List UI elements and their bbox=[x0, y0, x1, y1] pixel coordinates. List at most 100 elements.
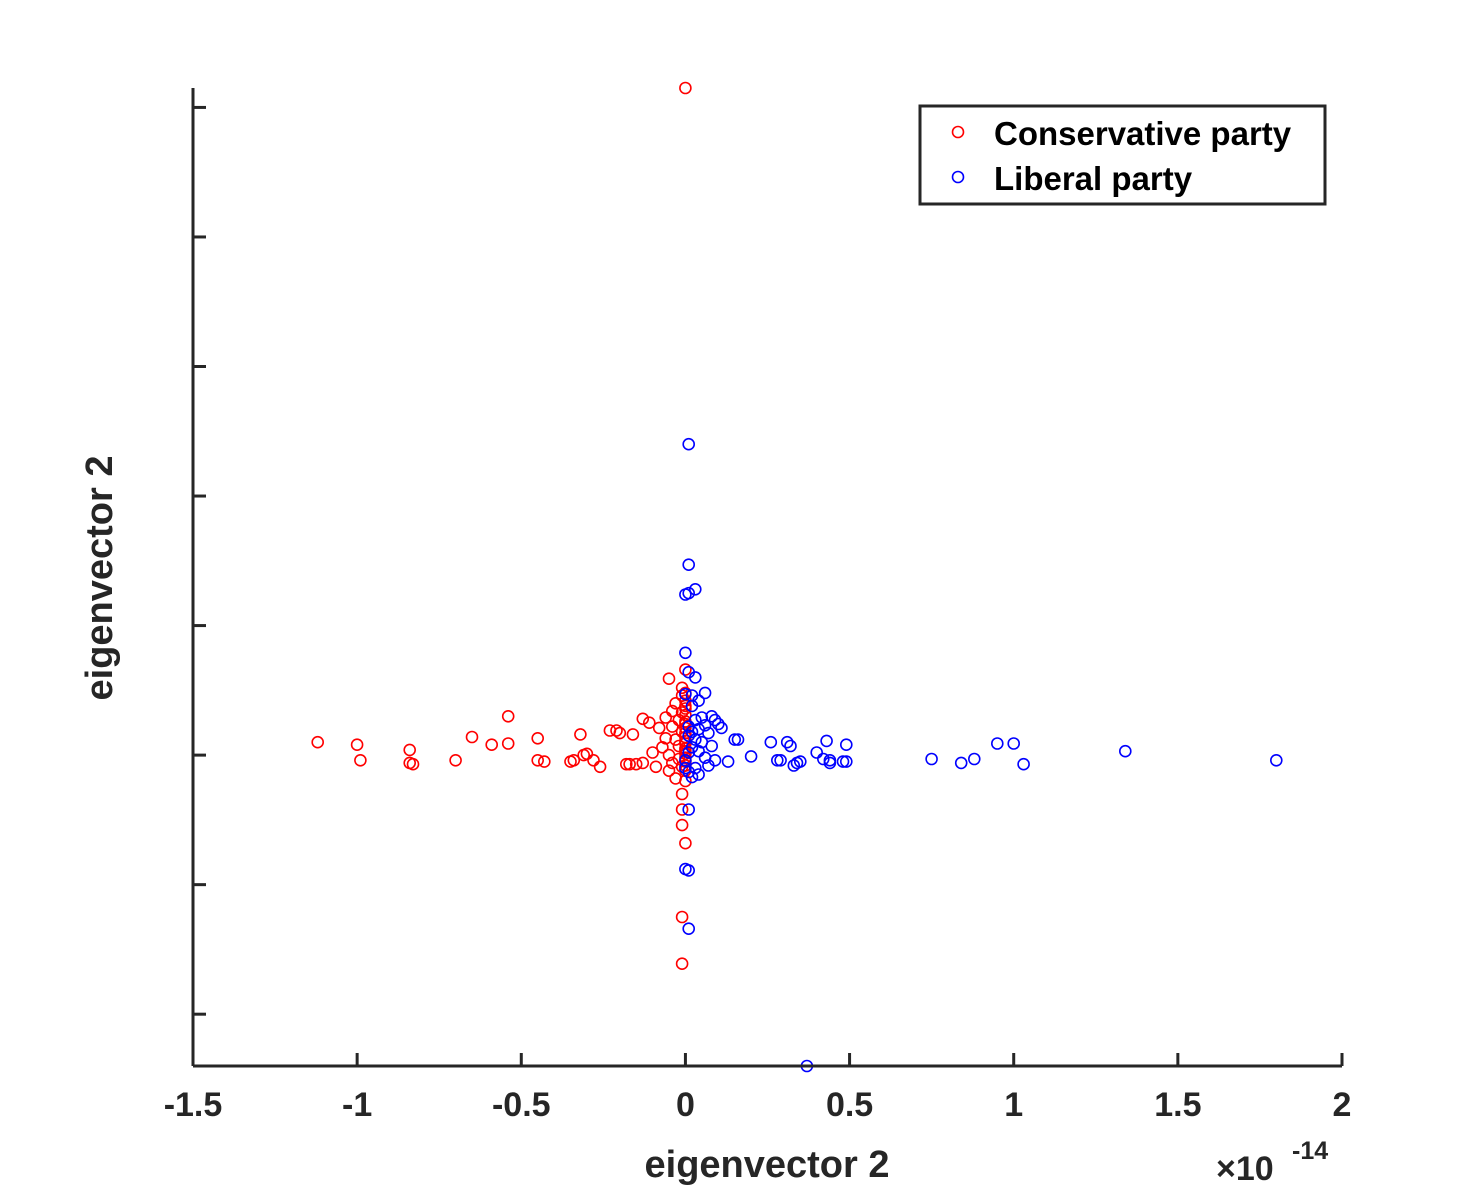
data-point bbox=[354, 753, 367, 767]
data-point bbox=[626, 728, 640, 741]
data-point bbox=[501, 709, 515, 723]
x-exponent-base: ×10 bbox=[1216, 1150, 1274, 1188]
data-point bbox=[1270, 753, 1283, 767]
data-point bbox=[675, 818, 689, 832]
data-point bbox=[485, 738, 499, 752]
data-point bbox=[839, 755, 853, 768]
data-point bbox=[652, 721, 666, 735]
data-point bbox=[501, 737, 515, 750]
data-point bbox=[619, 757, 633, 771]
data-point bbox=[810, 746, 824, 759]
data-point bbox=[731, 733, 745, 746]
data-point bbox=[629, 757, 643, 771]
data-point bbox=[531, 731, 545, 745]
data-point bbox=[708, 713, 722, 727]
data-point bbox=[679, 702, 692, 715]
data-point bbox=[679, 646, 692, 660]
data-point bbox=[688, 733, 702, 746]
y-ticks bbox=[193, 105, 206, 1016]
data-point bbox=[675, 957, 689, 971]
data-point bbox=[823, 756, 837, 770]
data-point bbox=[836, 755, 850, 768]
data-point bbox=[610, 724, 623, 737]
data-point bbox=[682, 665, 696, 679]
data-point bbox=[406, 757, 420, 771]
data-point bbox=[682, 437, 696, 451]
data-point bbox=[816, 752, 830, 766]
data-point bbox=[702, 759, 715, 772]
legend-label-conservative: Conservative party bbox=[994, 115, 1292, 152]
data-point bbox=[403, 743, 417, 757]
data-point bbox=[567, 753, 581, 767]
data-point bbox=[685, 699, 699, 713]
data-point bbox=[679, 588, 692, 601]
data-point bbox=[1007, 737, 1021, 750]
data-point bbox=[682, 729, 696, 743]
data-point bbox=[537, 755, 551, 768]
data-point bbox=[744, 750, 758, 763]
data-point bbox=[675, 803, 689, 816]
data-point bbox=[1017, 757, 1030, 771]
legend-marker-liberal bbox=[951, 170, 965, 184]
data-point bbox=[787, 759, 801, 772]
data-point bbox=[646, 746, 659, 759]
data-point bbox=[580, 747, 594, 761]
data-point bbox=[531, 753, 545, 767]
x-tick-label: -0.5 bbox=[492, 1086, 551, 1124]
data-point bbox=[675, 787, 689, 801]
data-point bbox=[685, 725, 699, 739]
x-ticks bbox=[191, 1053, 1344, 1066]
x-exponent-power: -14 bbox=[1292, 1137, 1328, 1165]
data-point bbox=[820, 734, 833, 748]
series-liberal-party bbox=[679, 437, 1283, 1073]
data-point bbox=[705, 709, 719, 723]
data-point bbox=[679, 761, 692, 775]
data-point bbox=[682, 746, 696, 759]
x-tick-label: 0 bbox=[676, 1086, 695, 1124]
data-point bbox=[967, 752, 981, 766]
data-point bbox=[954, 756, 968, 770]
data-point bbox=[593, 760, 607, 774]
data-point bbox=[311, 735, 325, 749]
data-point bbox=[702, 726, 715, 740]
data-point bbox=[465, 730, 479, 744]
data-point bbox=[665, 704, 679, 718]
data-point bbox=[449, 753, 462, 767]
legend: Conservative party Liberal party bbox=[918, 104, 1327, 206]
data-point bbox=[662, 764, 676, 778]
legend-label-liberal: Liberal party bbox=[994, 160, 1193, 197]
data-point bbox=[925, 752, 938, 766]
data-point bbox=[1119, 744, 1132, 758]
y-axis-title: eigenvector 2 bbox=[79, 456, 121, 701]
x-tick-label: -1.5 bbox=[164, 1086, 223, 1124]
data-point bbox=[764, 735, 778, 749]
data-point bbox=[636, 712, 650, 726]
data-point bbox=[793, 755, 807, 768]
data-point bbox=[679, 753, 692, 767]
data-point bbox=[682, 558, 696, 572]
data-point bbox=[698, 718, 712, 732]
x-tick-label: -1 bbox=[342, 1086, 372, 1124]
data-point bbox=[780, 735, 794, 749]
x-tick-label: 1 bbox=[1004, 1086, 1023, 1124]
data-point bbox=[636, 756, 650, 770]
x-tick-label: 2 bbox=[1333, 1086, 1352, 1124]
x-axis-title: eigenvector 2 bbox=[645, 1144, 890, 1186]
data-point bbox=[679, 687, 692, 701]
data-point bbox=[705, 739, 719, 753]
data-point bbox=[679, 81, 692, 95]
data-point bbox=[711, 717, 725, 731]
data-point bbox=[665, 720, 679, 733]
points-layer bbox=[311, 81, 1283, 1073]
data-point bbox=[679, 708, 692, 722]
data-point bbox=[715, 721, 728, 735]
legend-marker-conservative bbox=[951, 125, 965, 139]
data-point bbox=[770, 753, 784, 767]
legend-box bbox=[918, 104, 1327, 206]
x-exponent-label: ×10 -14 bbox=[1216, 1137, 1328, 1188]
data-point bbox=[679, 836, 692, 850]
data-point bbox=[613, 726, 627, 740]
data-point bbox=[839, 738, 853, 752]
data-point bbox=[774, 753, 787, 767]
data-point bbox=[679, 663, 692, 676]
